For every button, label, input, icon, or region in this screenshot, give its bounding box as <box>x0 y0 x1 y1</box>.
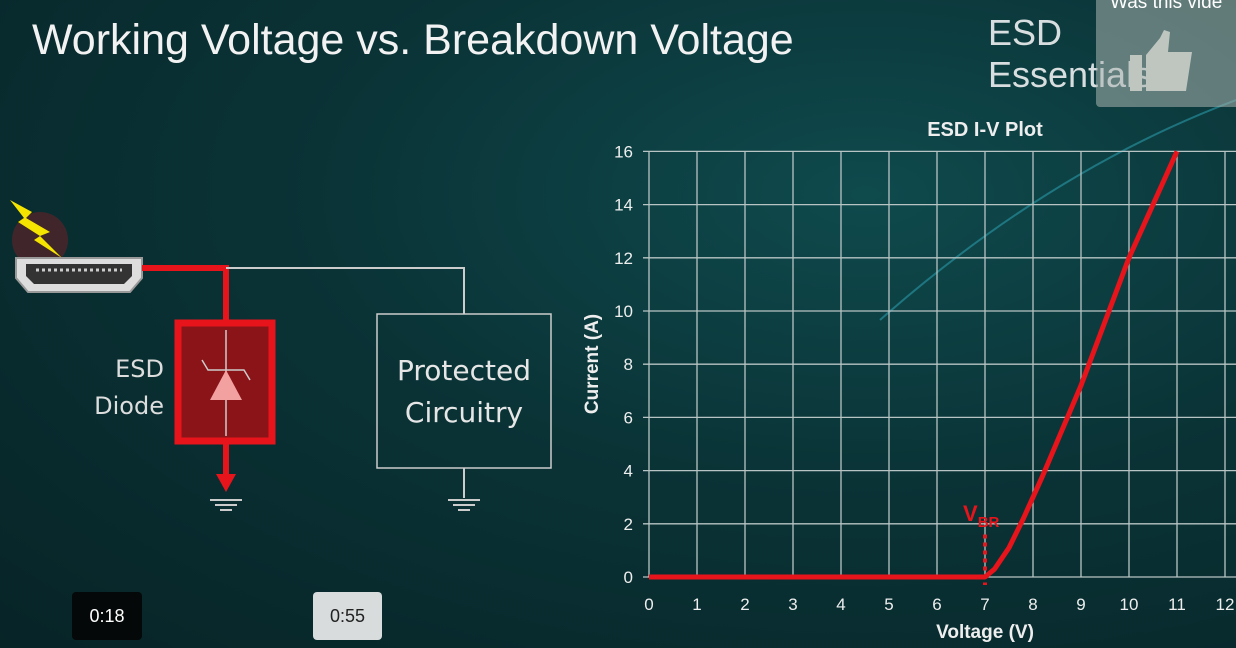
x-tick-label: 11 <box>1168 595 1186 614</box>
x-tick-label: 8 <box>1028 595 1037 614</box>
x-tick-label: 1 <box>692 595 701 614</box>
x-tick-label: 6 <box>932 595 941 614</box>
y-tick-label: 0 <box>624 568 633 587</box>
x-tick-label: 10 <box>1120 595 1139 614</box>
x-tick-label: 4 <box>836 595 845 614</box>
ground-icon <box>210 499 480 511</box>
x-tick-label: 9 <box>1076 595 1085 614</box>
y-tick-label: 8 <box>624 355 633 374</box>
time-badge-current[interactable]: 0:18 <box>72 592 142 640</box>
hdmi-connector-icon <box>15 257 143 293</box>
y-axis-label: Current (A) <box>582 314 603 414</box>
x-axis-label: Voltage (V) <box>936 622 1034 643</box>
y-tick-label: 12 <box>614 249 633 268</box>
circuit-label-2: Circuitry <box>405 396 523 429</box>
feedback-prompt: Was this vide <box>1110 0 1223 13</box>
time-badge-end[interactable]: 0:55 <box>313 592 382 640</box>
feedback-overlay[interactable]: Was this vide <box>1096 0 1236 107</box>
x-tick-label: 7 <box>980 595 989 614</box>
diode-label-2: Diode <box>94 392 164 420</box>
decorative-arc <box>879 99 1236 321</box>
vbr-annotation: VBR <box>963 501 1000 531</box>
x-tick-label: 12 <box>1216 595 1235 614</box>
y-tick-label: 16 <box>614 142 633 161</box>
x-tick-label: 5 <box>884 595 893 614</box>
x-tick-label: 0 <box>644 595 653 614</box>
diode-label: ESD <box>115 355 164 383</box>
y-tick-label: 4 <box>624 462 633 481</box>
y-tick-label: 6 <box>624 408 633 427</box>
esd-diode-symbol <box>174 319 276 445</box>
protected-circuitry-box <box>376 313 552 469</box>
y-tick-label: 2 <box>624 515 633 534</box>
slide-title: Working Voltage vs. Breakdown Voltage <box>32 16 794 64</box>
circuit-label: Protected <box>397 354 531 387</box>
thumbs-up-icon[interactable] <box>1096 0 1236 107</box>
lightning-icon <box>10 200 68 268</box>
y-tick-label: 10 <box>614 302 633 321</box>
x-tick-label: 3 <box>788 595 797 614</box>
y-tick-label: 14 <box>614 196 633 215</box>
x-tick-label: 2 <box>740 595 749 614</box>
iv-curve-series <box>649 150 1180 580</box>
chart-title: ESD I-V Plot <box>927 119 1043 141</box>
